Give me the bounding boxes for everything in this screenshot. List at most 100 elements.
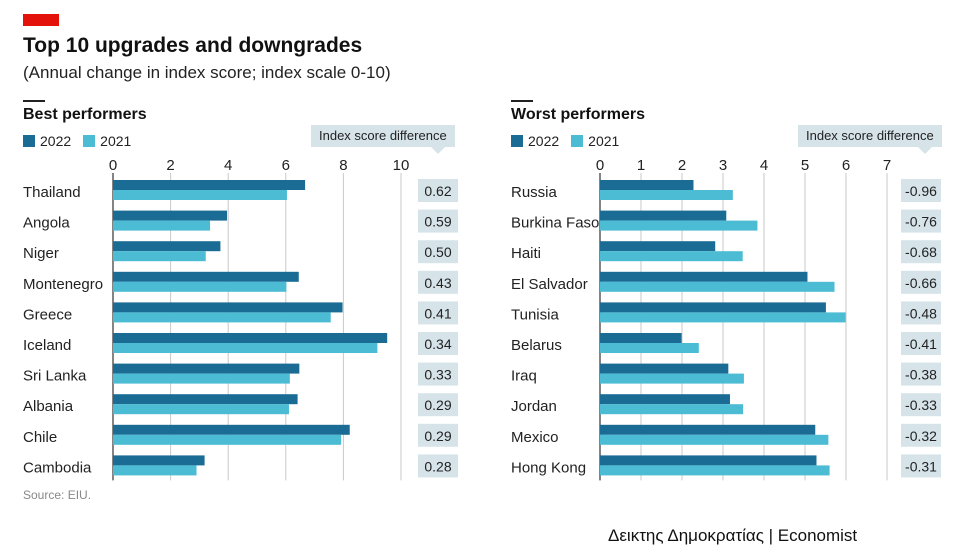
category-label: Niger [23,245,59,262]
category-label: Montenegro [23,276,103,293]
credit-caption: Δεικτης Δημοκρατίας | Economist [608,526,858,545]
diff-value: -0.76 [905,214,937,230]
bar-2022 [113,210,228,221]
diff-value: 0.62 [424,183,451,199]
category-label: Iraq [511,368,537,385]
diff-value: -0.38 [905,367,937,383]
brand-red-bar [23,14,59,26]
legend-label-2021: 2021 [100,133,132,149]
tick-label: 4 [760,157,768,174]
category-label: Thailand [23,184,81,201]
tick-label: 2 [166,157,174,174]
bar-2021 [113,281,287,292]
tick-label: 6 [282,157,290,174]
category-label: Jordan [511,398,557,415]
bar-2022 [113,241,221,252]
legend-item-2021: 2021 [83,133,131,149]
bar-2021 [113,312,331,323]
worst-performers-chart: 0 1 2 3 4 5 6 7 Russia -0.96 Burkina Faso -0.76 Hait… [511,157,941,481]
diff-box [901,301,941,325]
diff-box [901,179,941,202]
category-label: Burkina Faso [511,215,599,232]
bar-2022 [113,302,343,313]
diff-box [901,332,941,355]
diff-box [418,179,458,202]
bar-2021 [113,343,378,353]
bar-2022 [113,424,350,435]
diff-box [418,362,458,386]
diff-box [418,332,458,355]
diff-box [901,423,941,447]
tick-label: 3 [719,157,727,174]
diff-value: 0.28 [424,458,451,474]
diff-box [418,301,458,325]
tick-label: 1 [637,157,645,174]
category-label: Tunisia [511,306,559,323]
legend-label-2021: 2021 [588,133,620,149]
tick-label: 0 [109,157,117,174]
bar-2022 [600,180,694,190]
category-label: El Salvador [511,276,588,293]
diff-value: 0.43 [424,275,451,291]
bar-2021 [600,312,846,323]
best-performers-chart: 0 2 4 6 8 10 Thailand 0.62 Angola 0.59 Niger 0.50 Mo… [23,157,458,481]
legend-swatch-2022 [23,135,35,147]
diff-box [418,270,458,294]
bar-2022 [600,333,682,343]
diff-box [418,454,458,478]
tick-label: 5 [801,157,809,174]
diff-value: -0.33 [905,397,937,413]
bar-2021 [600,434,829,445]
diff-box [418,393,458,417]
bar-2022 [600,241,716,252]
tick-label: 2 [678,157,686,174]
category-label: Cambodia [23,459,92,476]
legend-item-2022: 2022 [511,133,559,149]
bar-2021 [113,465,197,476]
bar-2021 [113,251,206,262]
diff-header: Index score difference [798,125,942,154]
bar-2021 [600,220,758,231]
bar-2021 [600,190,733,200]
legend-label-2022: 2022 [528,133,560,149]
legend-item-2022: 2022 [23,133,71,149]
diff-box [418,240,458,264]
category-label: Hong Kong [511,459,586,476]
chart-subtitle: (Annual change in index score; index sca… [23,63,391,82]
bar-2022 [600,363,729,374]
bar-2022 [600,424,816,435]
bar-2021 [600,281,835,292]
diff-box [901,240,941,264]
diff-value: 0.33 [424,367,451,383]
bar-2021 [113,190,287,200]
diff-value: -0.41 [905,336,937,352]
legend-swatch-2022 [511,135,523,147]
diff-value: -0.31 [905,458,937,474]
bar-2021 [113,404,289,415]
legend-swatch-2021 [83,135,96,147]
best-performers-panel: Best performers 2022 2021 Index score di… [23,100,483,490]
bar-2022 [113,455,205,466]
panel-title: Best performers [23,106,147,123]
worst-performers-panel: Worst performers 2022 2021 Index score d… [511,100,955,490]
category-label: Russia [511,184,558,201]
bar-2022 [600,271,808,282]
bar-2021 [113,373,290,384]
category-label: Angola [23,215,70,232]
diff-value: -0.48 [905,305,937,321]
bar-2022 [113,394,298,405]
chart-title: Top 10 upgrades and downgrades [23,34,363,57]
diff-value: 0.34 [424,336,451,352]
bar-2022 [600,455,817,466]
panel-rule [511,100,533,102]
tick-label: 4 [224,157,232,174]
category-label: Albania [23,398,74,415]
bar-2022 [600,302,826,313]
bar-2021 [600,404,744,415]
tick-label: 7 [883,157,891,174]
diff-value: 0.29 [424,397,451,413]
panel-rule [23,100,45,102]
diff-value: 0.29 [424,428,451,444]
bar-2021 [600,465,830,476]
diff-value: -0.68 [905,244,937,260]
